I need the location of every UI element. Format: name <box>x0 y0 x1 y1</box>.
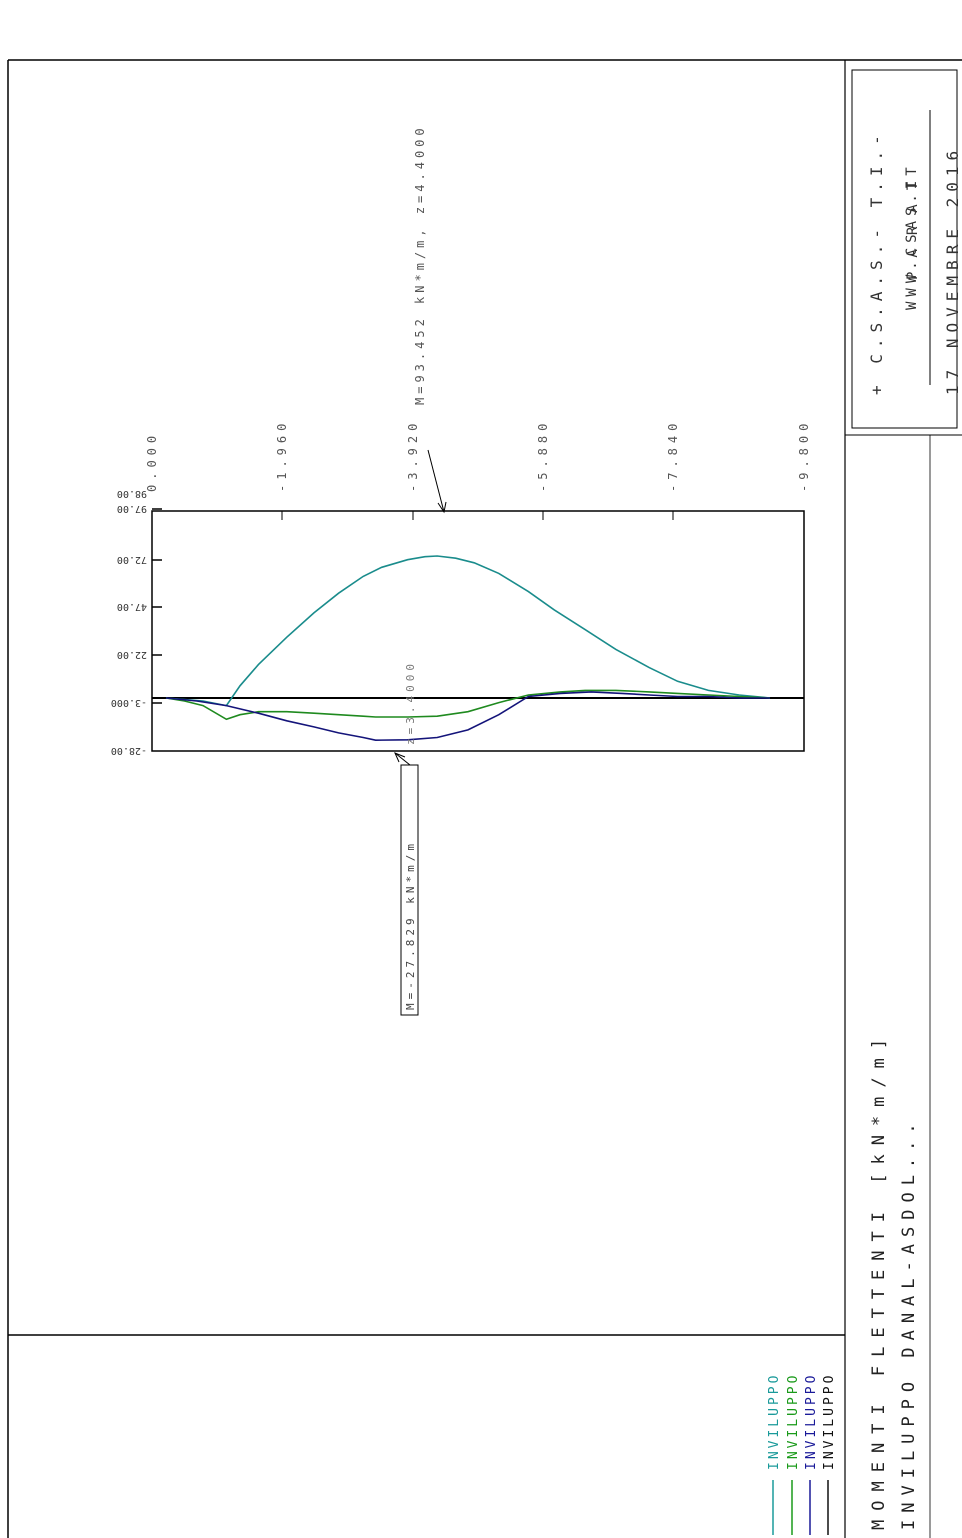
x-tick-label: -3.920 <box>406 419 420 492</box>
legend-label-4: INVILUPPO <box>822 1373 837 1470</box>
x-axis-ticks: 0.000 -1.960 -3.920 -5.880 -7.840 -9.800 <box>145 419 811 520</box>
legend: INVILUPPO INVILUPPO INVILUPPO INVILUPPO <box>767 1373 837 1535</box>
y-tick-label: 47.00 <box>117 601 147 612</box>
min-position-label: z=3.4000 <box>404 660 417 745</box>
plot-area: 0.000 -1.960 -3.920 -5.880 -7.840 -9.800 98.0… <box>111 419 811 756</box>
y-tick-label: -28.00 <box>111 745 147 756</box>
date-label: 17 NOVEMBRE 2016 <box>943 145 962 395</box>
y-tick-label: 72.00 <box>117 554 147 565</box>
x-tick-label: -7.840 <box>666 419 680 492</box>
project-label: PARAT <box>905 168 921 280</box>
company-label: + C.S.A.S.- T.I.- <box>867 129 886 395</box>
legend-label-3: INVILUPPO <box>804 1373 819 1470</box>
series-line-lower <box>165 691 770 742</box>
min-label: M=-27.829 kN*m/m <box>404 840 417 1010</box>
y-tick-label: -3.000 <box>111 697 147 708</box>
x-tick-label: 0.000 <box>145 431 159 492</box>
y-axis-ticks: 98.00 97.00 72.00 47.00 22.00 -3.000 -28.00 <box>111 488 162 756</box>
max-arrow-head <box>437 501 447 514</box>
max-annotation: M=93.452 kN*m/m, z=4.4000 <box>413 124 447 514</box>
max-label: M=93.452 kN*m/m, z=4.4000 <box>413 124 427 405</box>
x-tick-label: -5.880 <box>536 419 550 492</box>
min-leader-line <box>394 752 411 766</box>
plot-frame <box>151 510 805 752</box>
x-tick-label: -9.800 <box>797 419 811 492</box>
header-block: + C.S.A.S.- T.I.- WWW.CSAS.IT PARAT 17 N… <box>867 129 962 395</box>
chart-subtitle: INVILUPPO DANAL-ASDOL... <box>899 1116 919 1530</box>
y-tick-label: 98.00 <box>117 488 147 499</box>
min-annotation: M=-27.829 kN*m/m z=3.4000 <box>394 660 419 1016</box>
series-line-upper <box>165 555 771 707</box>
series-group <box>165 555 771 742</box>
website-label: WWW.CSAS.IT <box>904 162 920 310</box>
y-tick-label: 22.00 <box>117 649 147 660</box>
series-line-middle <box>165 689 771 721</box>
legend-label-1: INVILUPPO <box>767 1373 782 1470</box>
max-leader-line <box>427 449 445 513</box>
legend-label-2: INVILUPPO <box>786 1373 801 1470</box>
y-tick-label: 97.00 <box>117 503 147 514</box>
x-tick-label: -1.960 <box>275 419 289 492</box>
header-box <box>851 69 958 429</box>
chart-title: MOMENTI FLETTENTI [kN*m/m] <box>869 1030 889 1530</box>
min-arrow-head <box>394 752 406 763</box>
